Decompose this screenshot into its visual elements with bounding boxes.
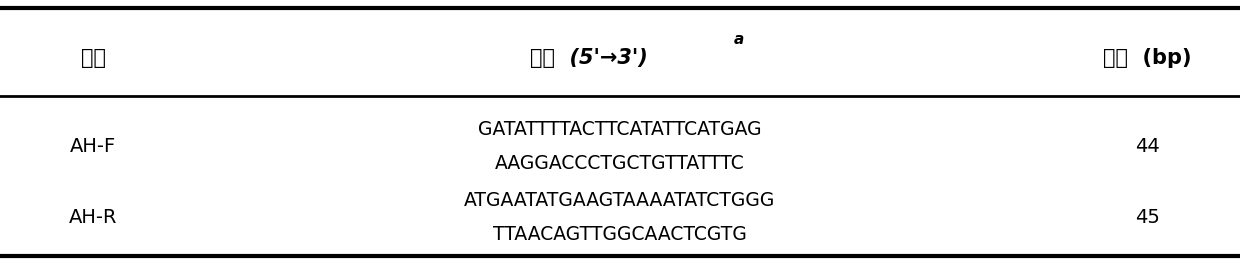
Text: 45: 45: [1135, 208, 1159, 227]
Text: 44: 44: [1135, 137, 1159, 156]
Text: AAGGACCCTGCTGTTATTTC: AAGGACCCTGCTGTTATTTC: [495, 154, 745, 173]
Text: AH-F: AH-F: [69, 137, 117, 156]
Text: 大小  (bp): 大小 (bp): [1102, 48, 1192, 68]
Text: 序列  (5'→3'): 序列 (5'→3'): [531, 48, 647, 68]
Text: TTAACAGTTGGCAACTCGTG: TTAACAGTTGGCAACTCGTG: [494, 225, 746, 244]
Text: GATATTTTACTTCATATTCATGAG: GATATTTTACTTCATATTCATGAG: [479, 120, 761, 139]
Text: 引物: 引物: [81, 48, 105, 68]
Text: ATGAATATGAAGTAAAATATCTGGG: ATGAATATGAAGTAAAATATCTGGG: [464, 191, 776, 210]
Text: a: a: [734, 32, 744, 47]
Text: AH-R: AH-R: [68, 208, 118, 227]
